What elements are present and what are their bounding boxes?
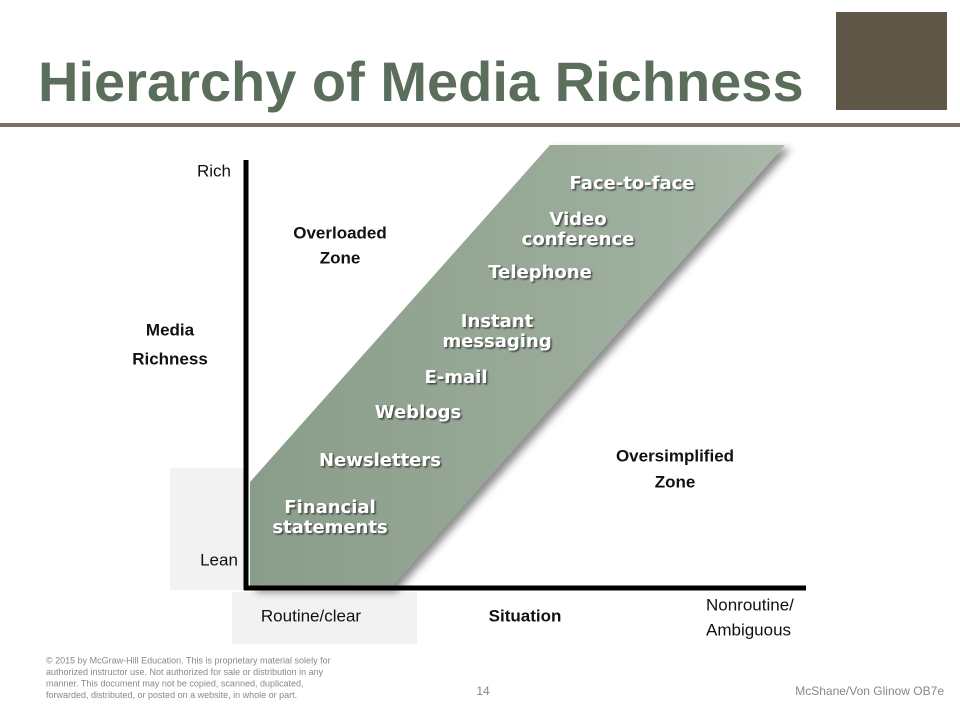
axis-end: Rich [197,161,231,180]
axis-label: Richness [132,349,208,368]
media-label: messaging [442,331,551,352]
media-label: Financial [284,497,375,518]
axis-end: Nonroutine/ [706,595,794,614]
media-label: Face-to-face [569,173,694,194]
shade [232,592,417,644]
copyright: authorized instructor use. Not authorize… [46,667,324,677]
axis-end: Ambiguous [706,620,791,639]
axis-end: Routine/clear [261,606,362,625]
axis-end: Lean [200,550,238,569]
zone-label: Zone [320,248,361,267]
media-label: E-mail [424,367,487,388]
title-rule [0,123,960,127]
zone-label: Overloaded [293,223,387,242]
zone-label: Oversimplified [616,446,734,465]
media-label: conference [522,229,635,250]
corner-box [836,12,947,110]
media-label: statements [272,517,387,538]
copyright: manner. This document may not be copied,… [46,678,304,688]
credit: McShane/Von Glinow OB7e [795,684,944,698]
axis-label: Situation [489,606,562,625]
media-label: Newsletters [319,450,441,471]
copyright: forwarded, distributed, or posted on a w… [46,690,297,700]
title: Hierarchy of Media Richness [38,50,804,113]
media-label: Instant [461,311,534,332]
copyright: © 2015 by McGraw-Hill Education. This is… [46,655,331,665]
shade [170,468,248,590]
media-label: Video [549,209,606,230]
axis-label: Media [146,320,195,339]
multiline-group: Media Richness Nonroutine/Ambiguous Overloa… [46,223,794,699]
zone-label: Zone [655,472,696,491]
media-band [250,145,785,588]
page-number: 14 [476,684,490,698]
media-label: Weblogs [375,402,461,423]
media-label: Telephone [488,262,592,283]
